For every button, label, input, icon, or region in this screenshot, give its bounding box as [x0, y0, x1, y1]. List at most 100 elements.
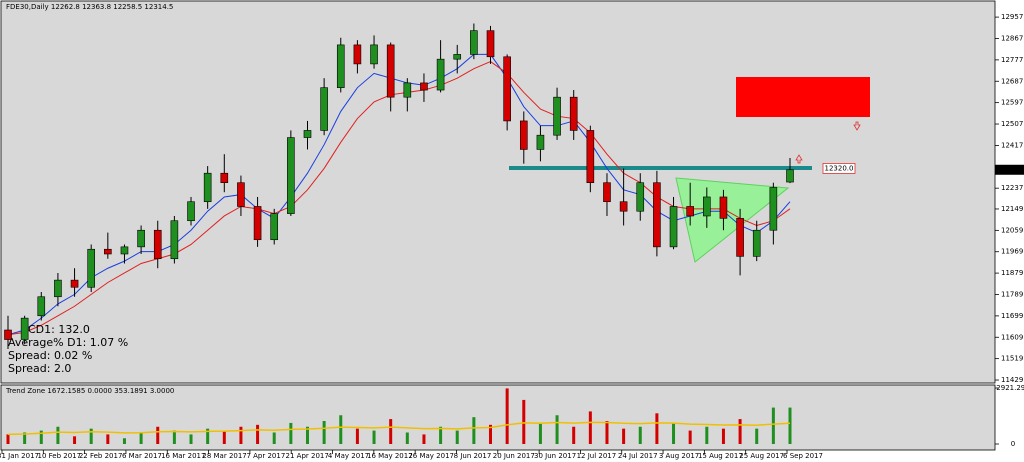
x-tick-label: 25 Aug 2017 — [739, 452, 784, 460]
volume-bar — [206, 428, 210, 444]
x-tick-label: 6 Sep 2017 — [783, 452, 823, 460]
candle-body — [586, 130, 595, 184]
volume-bar — [6, 434, 10, 444]
volume-bar — [638, 426, 642, 444]
volume-bar — [122, 438, 126, 444]
candle-body — [736, 218, 744, 257]
volume-bar — [489, 424, 493, 444]
candle-body — [187, 201, 195, 222]
volume-bar — [222, 430, 226, 444]
candle-body — [553, 96, 561, 136]
candle-body — [270, 213, 279, 241]
candle-body — [137, 229, 145, 248]
volume-bar — [572, 426, 576, 444]
volume-bar — [755, 428, 759, 444]
y-tick-label: 11429.5 — [1001, 376, 1024, 384]
volume-bar — [721, 428, 725, 444]
volume-bar — [505, 388, 509, 444]
x-tick-label: 10 Feb 2017 — [38, 452, 82, 460]
candle-body — [536, 134, 545, 150]
candle-body — [752, 229, 761, 257]
candle-body — [603, 182, 611, 203]
x-tick-label: 7 Apr 2017 — [246, 452, 285, 460]
candle-body — [353, 44, 362, 65]
volume-bar — [672, 422, 676, 444]
volume-bar — [555, 415, 559, 444]
candle-body — [503, 56, 511, 122]
x-tick-label: 24 Jul 2017 — [618, 452, 658, 460]
y-tick-label: 11969.5 — [1001, 248, 1024, 256]
volume-bar — [106, 434, 110, 444]
y-tick-label: 11519.5 — [1001, 355, 1024, 363]
candle-body — [386, 44, 395, 98]
x-tick-label: 16 Mar 2017 — [161, 452, 205, 460]
volume-bar — [588, 411, 592, 444]
candle-body — [253, 206, 262, 241]
volume-bar — [355, 428, 359, 444]
candle-body — [453, 54, 462, 60]
volume-bar — [156, 426, 160, 444]
y-tick-label: 12149.5 — [1001, 205, 1024, 213]
y-tick-label: 11699.5 — [1001, 312, 1024, 320]
candle-body — [569, 96, 578, 131]
volume-bar — [139, 432, 143, 444]
volume-bar — [56, 426, 60, 444]
candle-body — [420, 82, 428, 91]
volume-bar — [339, 415, 343, 444]
volume-bar — [522, 399, 526, 444]
x-tick-label: 22 Feb 2017 — [79, 452, 123, 460]
volume-bar — [172, 430, 176, 444]
candle-body — [653, 182, 661, 248]
candle-body — [336, 44, 345, 88]
candle-body — [203, 172, 212, 203]
candle-body — [54, 279, 62, 298]
candle-body — [769, 187, 778, 231]
volume-bar — [439, 426, 443, 444]
x-tick-label: 15 Aug 2017 — [698, 452, 743, 460]
volume-bar — [239, 426, 243, 444]
candle-body — [87, 248, 95, 288]
candle-body — [120, 246, 129, 255]
candle-body — [470, 30, 478, 55]
volume-bar — [538, 422, 542, 444]
volume-bar — [289, 422, 293, 444]
y-tick-label: 12687.0 — [1001, 77, 1024, 85]
volume-bar — [322, 420, 326, 444]
candle-body — [703, 196, 711, 217]
indicator-tick-label: 0 — [1011, 440, 1015, 448]
volume-bar — [372, 430, 376, 444]
y-tick-label: 12507.0 — [1001, 120, 1024, 128]
candle-body — [170, 220, 179, 260]
volume-bar — [622, 428, 626, 444]
volume-bar — [422, 434, 426, 444]
x-tick-label: 16 May 2017 — [367, 452, 413, 460]
candle-body — [636, 182, 645, 212]
x-tick-label: 6 Mar 2017 — [122, 452, 162, 460]
volume-bar — [688, 430, 692, 444]
volume-average — [7, 421, 791, 436]
candle-body — [104, 248, 112, 255]
level-tag — [822, 163, 856, 174]
y-tick-label: 12237.0 — [1001, 184, 1024, 192]
chart-title: FDE30,Daily 12262.8 12363.8 12258.5 1231… — [6, 3, 173, 11]
main-pane — [0, 0, 996, 384]
x-tick-label: 20 Jun 2017 — [493, 452, 535, 460]
candle-body — [370, 44, 378, 65]
x-tick-label: 21 Apr 2017 — [286, 452, 329, 460]
x-tick-label: 8 Jun 2017 — [454, 452, 492, 460]
down-arrow — [853, 121, 861, 131]
candle-body — [153, 229, 162, 260]
candle-body — [220, 172, 229, 184]
volume-bar — [605, 420, 609, 444]
candle-body — [619, 201, 628, 212]
candle-body — [686, 206, 694, 217]
level-label: 12320.0 — [825, 164, 854, 172]
volume-bar — [771, 407, 775, 444]
volume-bar — [655, 413, 659, 444]
volume-bar — [23, 432, 27, 444]
candle-body — [403, 82, 412, 98]
volume-bar — [738, 419, 742, 444]
price-tag — [995, 164, 1024, 175]
